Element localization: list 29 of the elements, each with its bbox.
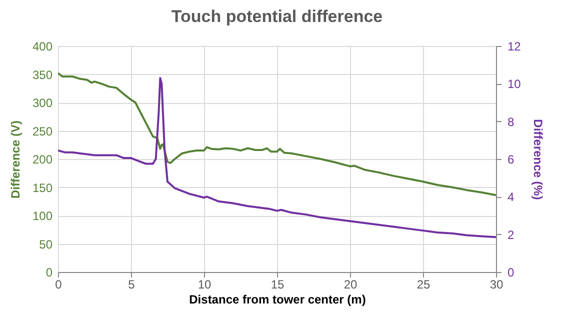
y2-tick-label: 2	[508, 228, 514, 242]
x-tick-label: 25	[416, 278, 430, 292]
y2-tick-label: 4	[508, 190, 514, 204]
y-tick-label: 100	[32, 209, 53, 223]
y2-tick-label: 12	[508, 40, 522, 54]
y-tick-label: 400	[32, 40, 53, 54]
y2-tick-label: 8	[508, 114, 514, 129]
x-tick-label: 30	[490, 278, 504, 292]
y-tick-label: 150	[32, 180, 53, 195]
y-tick-label: 50	[39, 237, 53, 252]
line-series	[58, 72, 496, 196]
y2-tick-label: 10	[508, 77, 522, 92]
y-tick-label: 300	[32, 96, 53, 110]
chart-title: Touch potential difference	[171, 7, 383, 26]
x-tick-label: 0	[55, 278, 62, 292]
x-tick-label: 10	[198, 278, 212, 292]
line-series	[58, 77, 496, 238]
y-tick-label: 350	[32, 68, 53, 82]
y-tick-label: 0	[46, 266, 53, 280]
x-tick-label: 20	[344, 278, 358, 292]
x-axis-title: Distance from tower center (m)	[189, 292, 366, 306]
y-tick-label: 250	[32, 124, 53, 138]
y2-axis-title: Difference (%)	[530, 119, 545, 200]
y2-tick-label: 0	[508, 266, 514, 280]
x-tick-label: 15	[270, 278, 284, 292]
y-axis-title: Difference (V)	[8, 120, 22, 199]
y-tick-label: 200	[32, 152, 53, 166]
x-tick-label: 5	[128, 278, 136, 292]
y2-tick-label: 6	[508, 152, 514, 166]
